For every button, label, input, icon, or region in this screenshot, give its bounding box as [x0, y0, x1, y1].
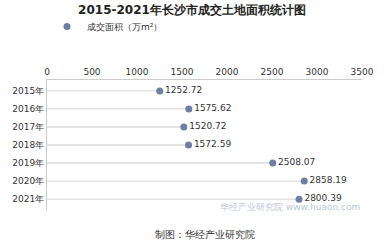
- svg-text:2508.07: 2508.07: [278, 157, 315, 167]
- svg-text:2015年: 2015年: [12, 86, 44, 96]
- svg-text:制图：华经产业研究院: 制图：华经产业研究院: [155, 229, 255, 240]
- svg-text:2016年: 2016年: [12, 104, 44, 114]
- svg-text:1500: 1500: [171, 67, 194, 77]
- svg-text:2800.39: 2800.39: [304, 193, 341, 203]
- svg-text:2015-2021年长沙市成交土地面积统计图: 2015-2021年长沙市成交土地面积统计图: [78, 3, 306, 17]
- svg-text:华经产业研究院 www.huaon.com: 华经产业研究院 www.huaon.com: [220, 202, 360, 212]
- svg-text:1575.62: 1575.62: [194, 103, 231, 113]
- svg-text:2500: 2500: [261, 67, 284, 77]
- svg-text:2021年: 2021年: [12, 194, 44, 204]
- svg-text:2858.19: 2858.19: [310, 175, 347, 185]
- svg-text:3000: 3000: [306, 67, 329, 77]
- svg-text:2018年: 2018年: [12, 140, 44, 150]
- svg-text:2017年: 2017年: [12, 122, 44, 132]
- svg-text:2019年: 2019年: [12, 158, 44, 168]
- svg-text:500: 500: [83, 67, 100, 77]
- svg-text:1520.72: 1520.72: [189, 121, 226, 131]
- svg-text:1000: 1000: [126, 67, 149, 77]
- svg-text:0: 0: [44, 67, 50, 77]
- svg-text:成交面积（万m²）: 成交面积（万m²）: [87, 22, 162, 32]
- svg-text:1572.59: 1572.59: [194, 139, 231, 149]
- svg-text:3500: 3500: [351, 67, 374, 77]
- svg-text:2000: 2000: [216, 67, 239, 77]
- svg-text:1252.72: 1252.72: [165, 85, 202, 95]
- svg-text:2020年: 2020年: [12, 176, 44, 186]
